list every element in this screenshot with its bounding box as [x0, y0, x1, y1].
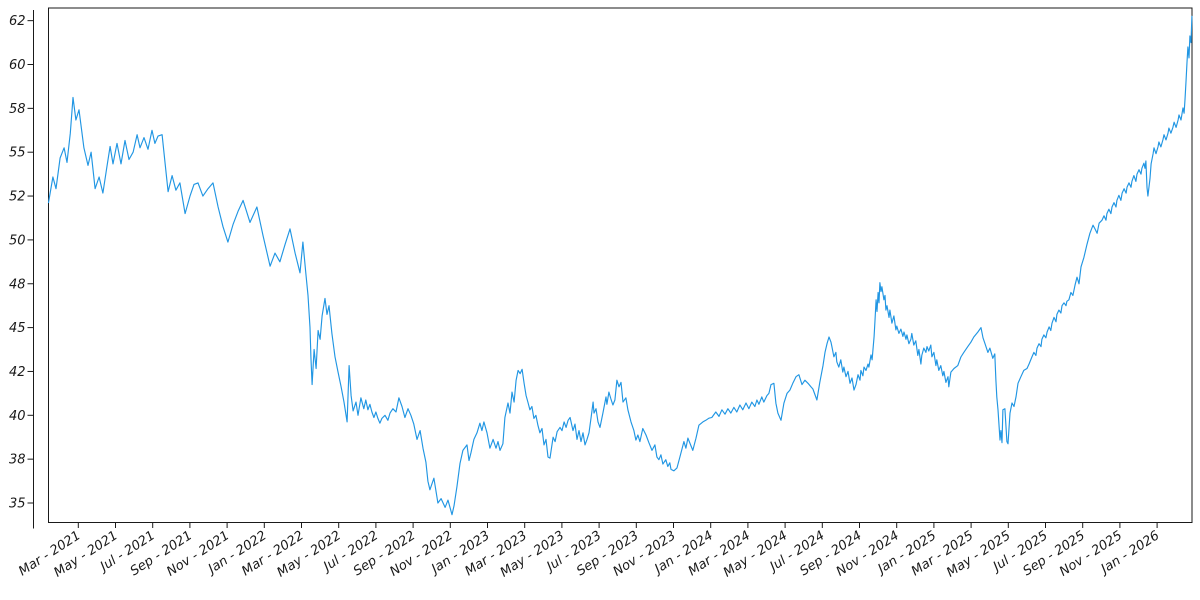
y-tick-label: 35	[9, 497, 26, 512]
y-tick-label: 55	[9, 146, 26, 161]
y-tick-label: 50	[9, 233, 26, 248]
y-tick-label: 45	[9, 321, 26, 336]
y-tick-label: 52	[9, 190, 26, 205]
y-tick-label: 58	[9, 102, 26, 117]
y-tick-label: 48	[9, 277, 26, 292]
y-tick-label: 38	[9, 453, 26, 468]
y-tick-label: 60	[9, 58, 26, 73]
price-line-series	[47, 15, 1193, 516]
y-tick-label: 62	[9, 14, 26, 29]
y-tick-label: 40	[9, 409, 26, 424]
plot-frame	[48, 7, 1193, 523]
y-tick-label: 42	[9, 365, 26, 380]
